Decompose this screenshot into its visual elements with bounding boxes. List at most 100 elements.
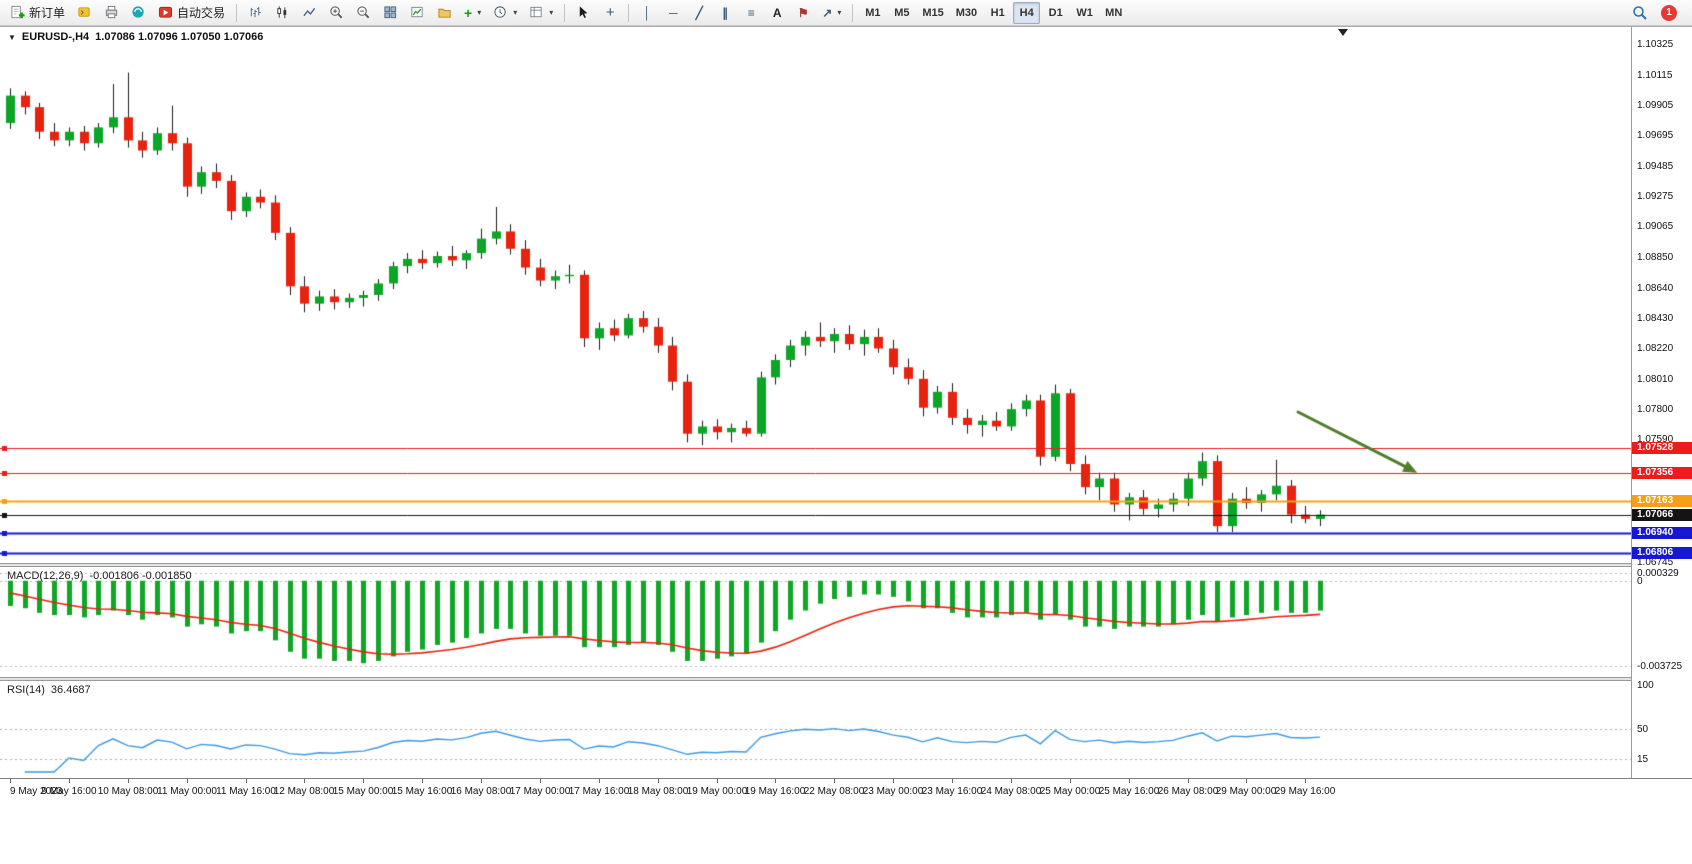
macd-scale-label: 0 (1637, 576, 1643, 587)
time-axis-tick (1188, 779, 1189, 783)
price-tick-label: 1.07800 (1637, 404, 1674, 415)
timeframe-label: H1 (990, 6, 1005, 19)
time-axis-tick (540, 779, 541, 783)
timeframe-h4-button[interactable]: H4 (1013, 1, 1041, 24)
timeframe-m15-button[interactable]: M15 (917, 2, 948, 24)
timeframe-w1-button[interactable]: W1 (1071, 2, 1098, 24)
search-button[interactable] (1627, 2, 1653, 24)
rsi-scale-label: 100 (1637, 680, 1654, 691)
new-order-button[interactable]: 新订单 (5, 2, 70, 24)
time-axis-tick (304, 779, 305, 783)
cursor-button[interactable] (571, 2, 596, 24)
timeframe-label: H4 (1019, 6, 1034, 19)
time-axis-tick (481, 779, 482, 783)
time-axis-label: 24 May 08:00 (980, 786, 1042, 797)
bar-chart-button[interactable] (243, 2, 268, 24)
time-axis-tick (422, 779, 423, 783)
price-level-tag: 1.07163 (1632, 495, 1692, 507)
rsi-panel-canvas[interactable] (0, 681, 1631, 778)
indicators-button[interactable]: + ▾ (459, 2, 486, 24)
time-axis-label: 17 May 16:00 (568, 786, 630, 797)
new-chart-button[interactable] (405, 2, 430, 24)
zoom-in-button[interactable] (324, 2, 349, 24)
time-axis-tick (10, 779, 11, 783)
horizontal-line-tool-button[interactable]: ─ (661, 2, 685, 24)
label-flag-icon: ⚑ (797, 5, 809, 20)
time-axis-tick (187, 779, 188, 783)
one-click-collapse-icon[interactable]: ▼ (8, 32, 16, 42)
timeframe-m5-button[interactable]: M5 (888, 2, 915, 24)
crosshair-icon: + (605, 4, 615, 21)
trendline-icon: ╱ (695, 5, 703, 20)
time-axis-tick (1305, 779, 1306, 783)
zoom-out-button[interactable] (351, 2, 376, 24)
timeframe-label: M1 (865, 6, 881, 19)
indicators-add-icon: + (464, 4, 473, 21)
channel-tool-button[interactable]: ∥ (713, 2, 737, 24)
panel-separator[interactable] (0, 677, 1692, 681)
text-tool-button[interactable]: A (765, 2, 789, 24)
candlestick-chart-button[interactable] (270, 2, 295, 24)
timeframe-d1-button[interactable]: D1 (1042, 2, 1069, 24)
text-tool-icon: A (772, 5, 782, 20)
chevron-down-icon: ▾ (513, 8, 518, 17)
time-axis-tick (69, 779, 70, 783)
rsi-indicator-label: RSI(14) 36.4687 (7, 684, 91, 696)
periods-button[interactable]: ▾ (488, 2, 522, 24)
templates-button[interactable]: ▾ (524, 2, 558, 24)
time-axis-tick (599, 779, 600, 783)
time-axis-tick (1246, 779, 1247, 783)
vertical-line-tool-button[interactable]: │ (635, 2, 659, 24)
chart-shift-marker[interactable] (1338, 29, 1348, 36)
time-axis-tick (717, 779, 718, 783)
timeframe-label: M5 (894, 6, 910, 19)
price-level-tag: 1.07066 (1632, 509, 1692, 521)
time-axis-tick (1011, 779, 1012, 783)
rsi-scale-label: 50 (1637, 724, 1649, 735)
tile-windows-button[interactable] (378, 2, 403, 24)
time-axis-tick (893, 779, 894, 783)
panel-separator[interactable] (0, 563, 1692, 567)
macd-scale-label: -0.003725 (1637, 661, 1683, 672)
toolbar-separator (628, 3, 630, 22)
arrows-tool-button[interactable]: ↗ ▾ (817, 2, 846, 24)
time-axis[interactable]: 9 May 2023 9 May 16:00 10 May 08:00 11 May … (0, 778, 1692, 802)
timeframe-label: M30 (955, 6, 978, 19)
fibonacci-tool-button[interactable]: ≡ (739, 2, 763, 24)
price-tick-label: 1.08430 (1637, 313, 1674, 324)
price-tick-label: 1.08220 (1637, 343, 1674, 354)
time-axis-label: 26 May 08:00 (1157, 786, 1219, 797)
price-level-tag: 1.07528 (1632, 442, 1692, 454)
time-axis-label: 9 May 2023 (10, 786, 63, 797)
price-level-tag: 1.06806 (1632, 547, 1692, 559)
time-axis-tick (775, 779, 776, 783)
chevron-down-icon: ▾ (549, 8, 554, 17)
print-button[interactable] (99, 2, 124, 24)
chart-profiles-button[interactable] (432, 2, 457, 24)
macd-scale-label: 0.000329 (1637, 568, 1679, 579)
chevron-down-icon: ▾ (837, 8, 842, 17)
timeframe-m30-button[interactable]: M30 (951, 2, 982, 24)
macd-panel-canvas[interactable] (0, 567, 1631, 677)
zoom-out-icon (357, 6, 370, 19)
price-axis[interactable]: 1.10325 1.10115 1.09905 1.09695 1.09485 1.092… (1631, 27, 1692, 778)
autotrading-button[interactable]: 自动交易 (153, 2, 230, 24)
timeframe-mn-button[interactable]: MN (1100, 2, 1127, 24)
timeframe-m1-button[interactable]: M1 (859, 2, 886, 24)
community-button[interactable] (126, 2, 151, 24)
time-axis-tick (128, 779, 129, 783)
metaeditor-button[interactable] (72, 2, 97, 24)
line-chart-button[interactable] (297, 2, 322, 24)
timeframe-h1-button[interactable]: H1 (984, 2, 1011, 24)
time-axis-label: 11 May 16:00 (216, 786, 276, 797)
price-chart-canvas[interactable] (0, 27, 1631, 563)
trendline-tool-button[interactable]: ╱ (687, 2, 711, 24)
price-tick-label: 1.09275 (1637, 191, 1674, 202)
price-level-tag: 1.06940 (1632, 527, 1692, 539)
arrows-icon: ↗ (822, 5, 833, 20)
crosshair-button[interactable]: + (598, 2, 622, 24)
label-tool-button[interactable]: ⚑ (791, 2, 815, 24)
vertical-line-icon: │ (643, 5, 652, 20)
time-axis-label: 12 May 08:00 (273, 786, 335, 797)
notification-badge[interactable]: 1 (1661, 4, 1677, 21)
